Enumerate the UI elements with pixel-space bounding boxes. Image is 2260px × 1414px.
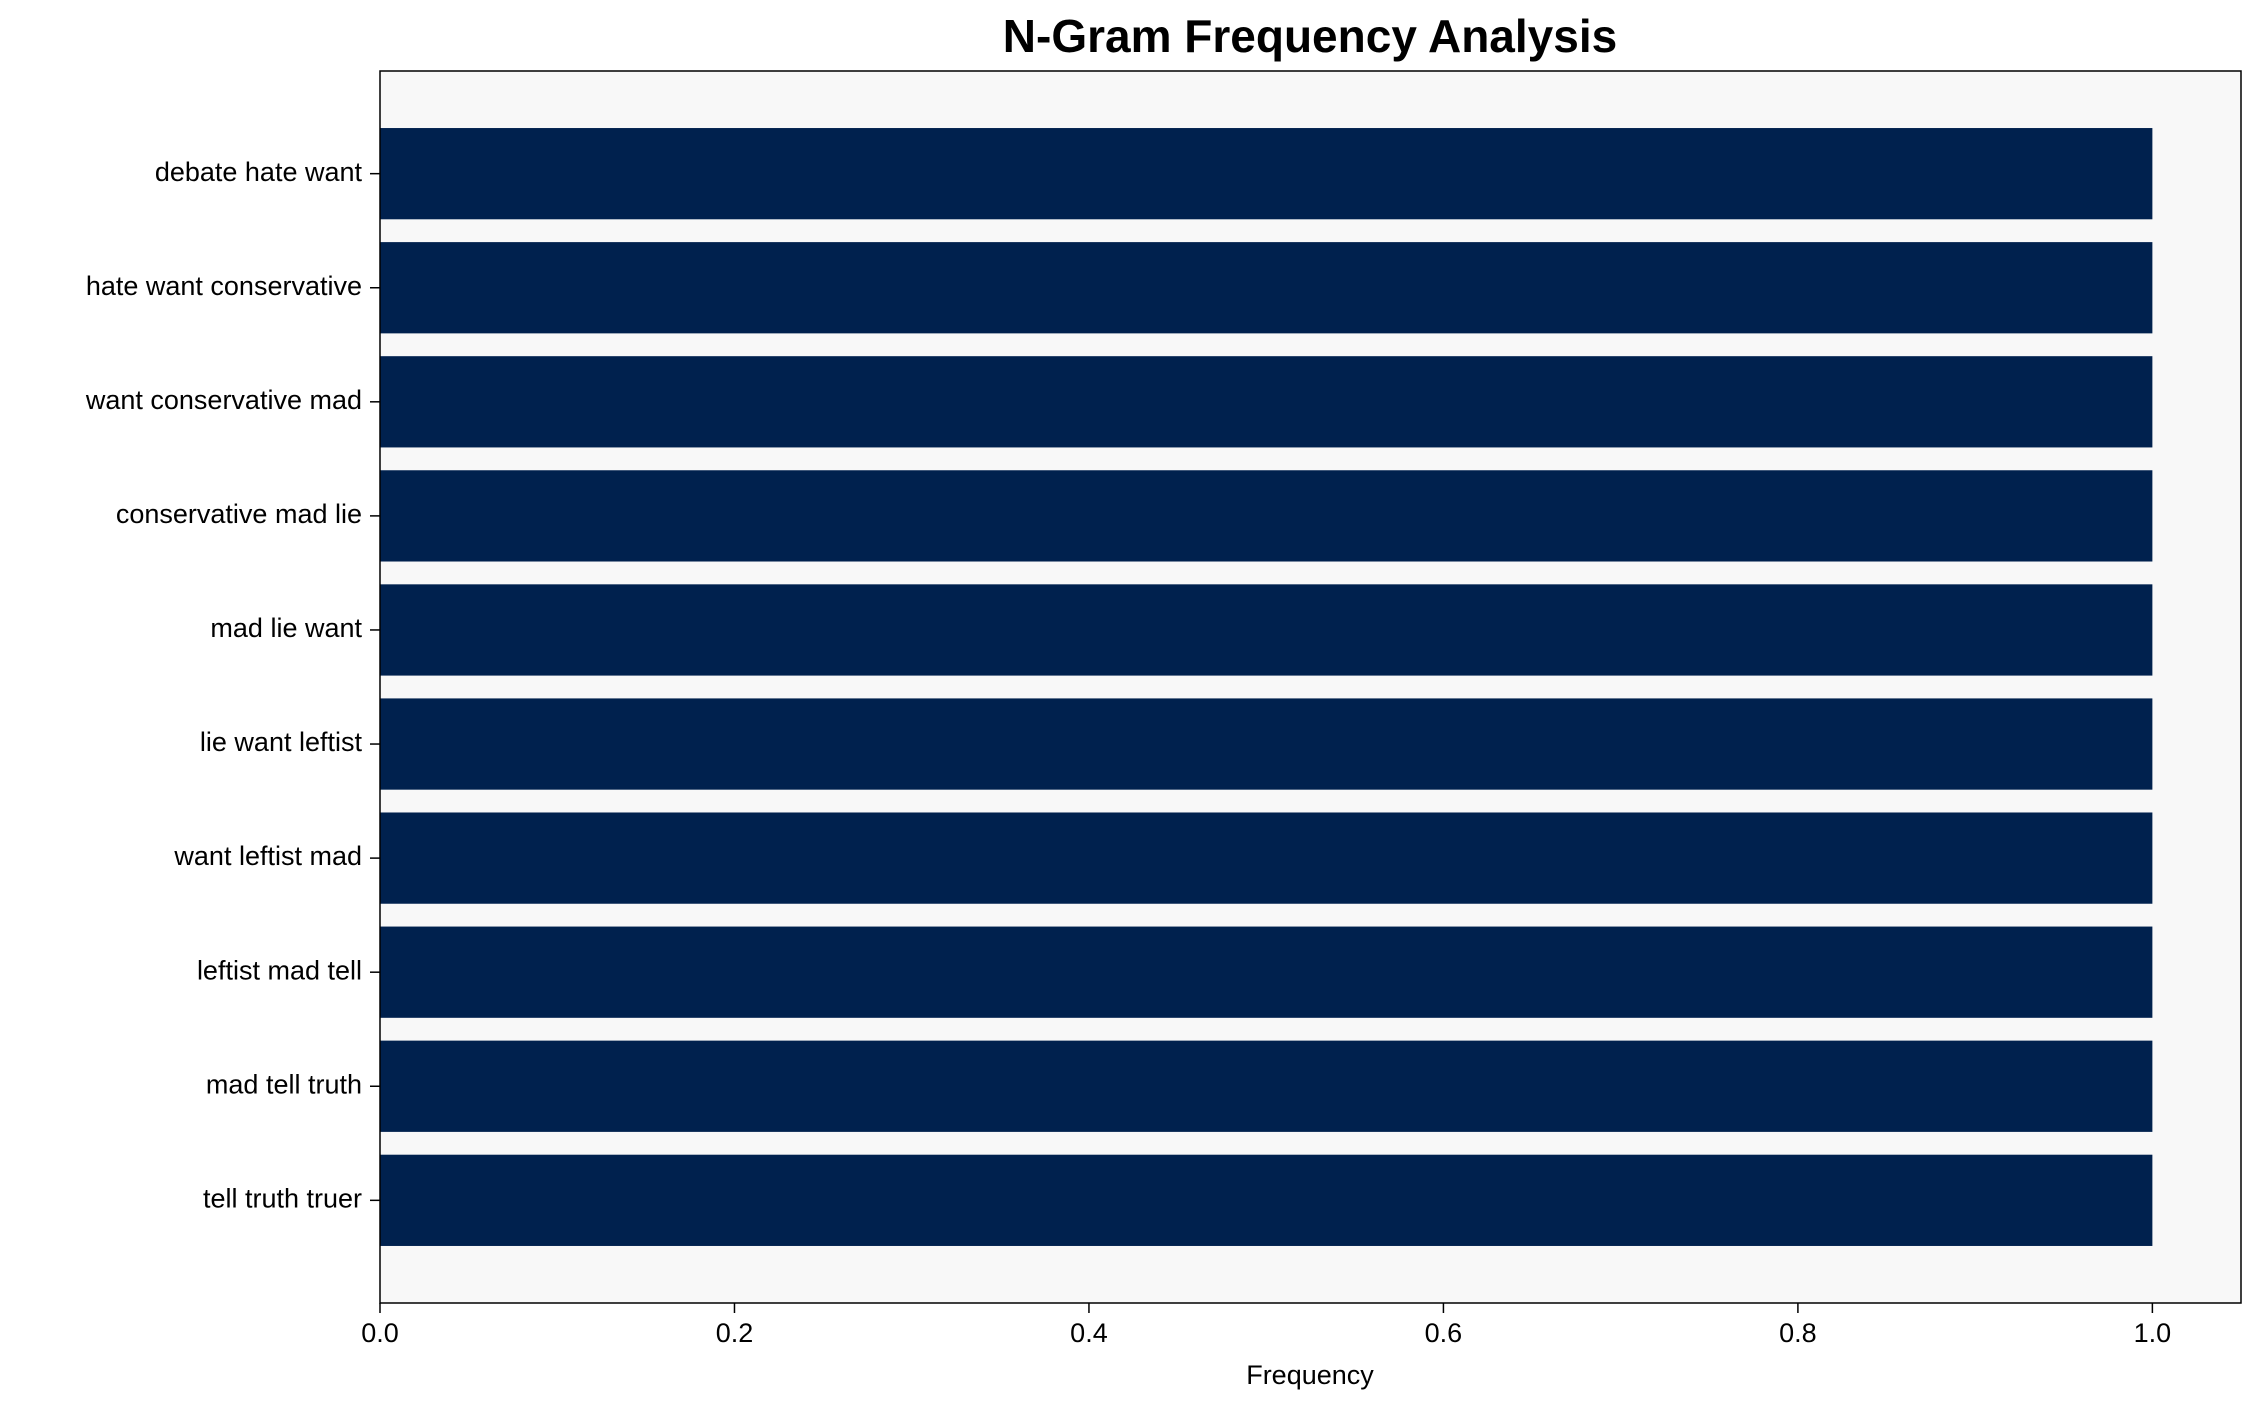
bar [380,1040,2153,1132]
bar [380,812,2153,904]
y-tick-label: hate want conservative [86,271,362,301]
y-tick-label: lie want leftist [200,727,363,757]
x-tick-label: 0.4 [1070,1318,1108,1348]
bar [380,242,2153,334]
y-tick-label: mad lie want [210,613,362,643]
x-tick-label: 0.6 [1425,1318,1463,1348]
y-tick-label: leftist mad tell [197,955,362,985]
x-tick-label: 0.0 [361,1318,399,1348]
x-tick-label: 0.8 [1779,1318,1817,1348]
y-tick-label: want leftist mad [173,841,362,871]
y-tick-label: mad tell truth [206,1069,362,1099]
bar [380,584,2153,676]
x-tick-label: 1.0 [2134,1318,2172,1348]
y-tick-label: debate hate want [155,157,363,187]
y-tick-label: want conservative mad [85,385,362,415]
bar [380,128,2153,220]
bar [380,1154,2153,1246]
x-axis-label: Frequency [1246,1360,1374,1390]
bar [380,926,2153,1018]
chart-title: N-Gram Frequency Analysis [1003,10,1617,62]
bar [380,698,2153,790]
y-tick-label: tell truth truer [203,1183,362,1213]
x-tick-label: 0.2 [716,1318,754,1348]
plot-frame [379,70,2242,1304]
bar [380,470,2153,562]
bar [380,356,2153,448]
y-tick-label: conservative mad lie [116,499,362,529]
